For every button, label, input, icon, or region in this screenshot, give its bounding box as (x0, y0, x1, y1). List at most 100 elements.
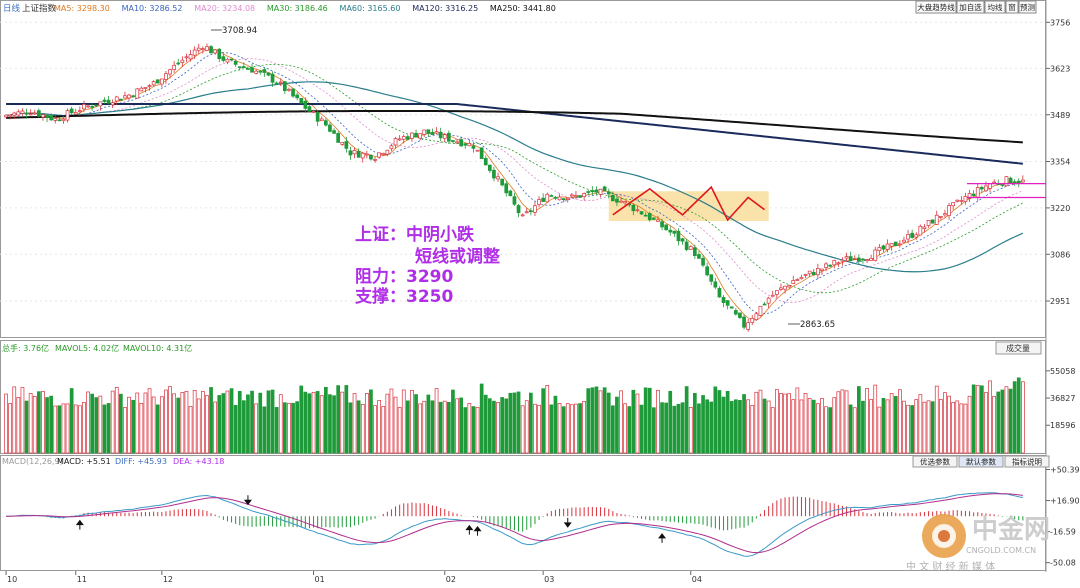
candlestick (168, 69, 172, 79)
candle-body (217, 48, 222, 59)
candlestick (209, 45, 213, 54)
volume-bar (110, 390, 115, 454)
volume-bar (545, 385, 550, 454)
volume-bar (889, 393, 894, 454)
macd-tick-label: -16.59 (1050, 528, 1076, 537)
volume-bar (319, 395, 324, 454)
candlestick (406, 134, 410, 141)
candlestick (660, 218, 664, 231)
volume-bar (508, 392, 513, 454)
volume-bar (664, 402, 669, 454)
volume-bar (155, 404, 160, 454)
volume-bar (549, 404, 554, 454)
annotation-lines (612, 183, 1046, 222)
candlestick (643, 212, 648, 217)
candle-body (106, 99, 111, 104)
candle-body (270, 73, 275, 83)
candlestick (114, 95, 119, 106)
candle-body (24, 112, 29, 115)
volume-total: 总手: 3.76亿 (2, 343, 49, 353)
candle-body (377, 152, 381, 158)
candlestick (877, 244, 882, 256)
volume-bar (524, 400, 529, 454)
candlestick (274, 81, 279, 85)
volume-bar (582, 400, 587, 454)
volume-bar (492, 400, 496, 454)
candlestick (270, 71, 275, 87)
volume-bar (783, 393, 787, 454)
candle-body (118, 98, 123, 101)
candlestick (832, 259, 837, 269)
volume-bar (848, 404, 853, 454)
volume-bar (914, 399, 919, 454)
toolbar-button[interactable] (1005, 0, 1019, 14)
candlestick (545, 192, 550, 203)
volume-tick-label: 36827 (1050, 394, 1075, 403)
candle-body (196, 47, 201, 51)
candlestick (483, 155, 488, 166)
macd-tick-label: +50.39 (1050, 465, 1080, 474)
candle-body (98, 101, 103, 107)
high-label: 3708.94 (222, 26, 257, 36)
candle-body (717, 288, 722, 298)
candle-body (205, 46, 209, 51)
candlestick (307, 104, 312, 112)
candle-body (615, 198, 619, 203)
ma-line (6, 58, 1024, 303)
watermark: 中金网 CNGOLD.COM.CN 中 文 财 经 新 媒 体 (906, 514, 1050, 573)
candle-body (102, 99, 107, 102)
candle-body (180, 59, 185, 63)
watermark-url: CNGOLD.COM.CN (966, 546, 1036, 555)
candle-body (123, 95, 127, 99)
candle-body (774, 290, 779, 295)
macd-param-button[interactable] (958, 455, 1004, 468)
candlestick (610, 191, 615, 202)
candlestick (524, 208, 529, 214)
candlestick (188, 49, 193, 62)
volume-bar (1000, 389, 1005, 454)
candlestick (496, 172, 500, 183)
toolbar-button[interactable] (956, 0, 985, 14)
toolbar-button[interactable] (915, 0, 957, 14)
toolbar-button[interactable] (984, 0, 1006, 14)
volume-bar (815, 403, 820, 454)
candlestick (619, 197, 623, 203)
candle-body (41, 114, 45, 118)
price-tick-label: 3623 (1050, 64, 1070, 73)
candle-body (77, 110, 82, 112)
volume-bar (147, 388, 152, 454)
candlestick (631, 203, 636, 216)
candle-body (242, 66, 246, 68)
candlestick (549, 194, 554, 197)
macd-param-button[interactable] (912, 455, 958, 468)
candle-body (90, 106, 95, 108)
candlestick (508, 189, 513, 197)
candlestick (373, 156, 377, 163)
candlestick (258, 70, 263, 75)
macd-param-button[interactable] (1004, 455, 1050, 468)
volume-bar (766, 400, 771, 454)
volume-bar (922, 401, 927, 454)
volume-bar (28, 393, 33, 454)
volume-bar (471, 406, 476, 454)
candlestick (254, 69, 258, 75)
candlestick (94, 104, 99, 108)
volume-bar (127, 396, 131, 454)
candlestick (360, 151, 365, 163)
candlestick (381, 152, 386, 157)
toolbar-button[interactable] (1018, 0, 1037, 14)
candle-body (840, 259, 845, 262)
volume-bar (828, 407, 833, 454)
candle-body (401, 136, 406, 140)
candlestick (205, 43, 209, 52)
candlestick (266, 72, 271, 77)
volume-bar (565, 403, 570, 454)
volume-bar (803, 393, 808, 454)
candle-body (750, 318, 755, 323)
candle-body (967, 193, 972, 199)
volume-header: 总手: 3.76亿 MAVOL5: 4.02亿 MAVOL10: 4.31亿 成… (2, 341, 1042, 355)
ma-legend-item: MA20: 3234.08 (194, 4, 255, 13)
volume-bar (188, 406, 193, 454)
candle-body (53, 118, 58, 121)
volume-button[interactable] (995, 341, 1042, 355)
